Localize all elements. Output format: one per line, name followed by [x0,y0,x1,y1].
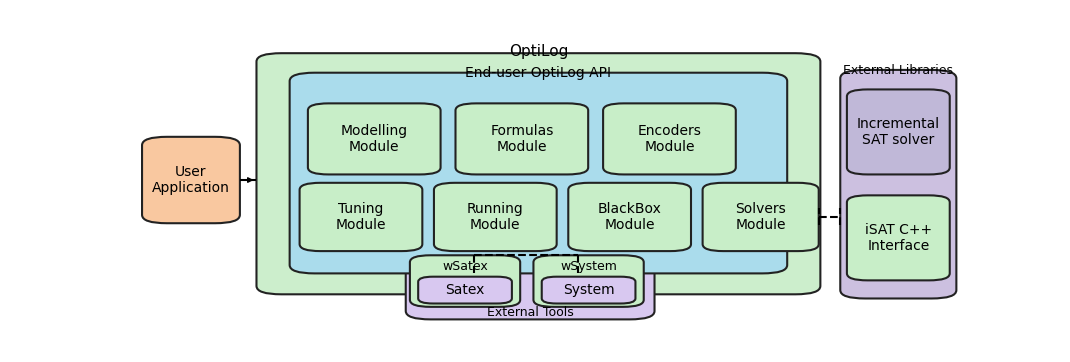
Text: OptiLog: OptiLog [508,44,568,59]
Text: wSatex: wSatex [442,260,488,273]
FancyBboxPatch shape [434,183,556,251]
FancyBboxPatch shape [142,137,240,223]
Text: Running
Module: Running Module [467,202,523,232]
FancyBboxPatch shape [847,195,950,280]
FancyBboxPatch shape [534,255,644,307]
FancyBboxPatch shape [257,53,821,294]
Text: Incremental
SAT solver: Incremental SAT solver [857,117,939,147]
FancyBboxPatch shape [418,277,511,303]
Text: External Libraries: External Libraries [843,64,953,77]
Text: Solvers
Module: Solvers Module [735,202,786,232]
FancyBboxPatch shape [406,258,655,319]
FancyBboxPatch shape [290,73,788,273]
Text: iSAT C++
Interface: iSAT C++ Interface [865,223,932,253]
FancyBboxPatch shape [840,70,957,299]
Text: External Tools: External Tools [487,306,574,319]
Text: User
Application: User Application [152,165,230,195]
FancyBboxPatch shape [541,277,636,303]
FancyBboxPatch shape [308,104,441,174]
FancyBboxPatch shape [847,89,950,174]
FancyBboxPatch shape [603,104,736,174]
FancyBboxPatch shape [300,183,423,251]
Text: BlackBox
Module: BlackBox Module [598,202,661,232]
Text: Satex: Satex [445,283,485,297]
Text: Tuning
Module: Tuning Module [336,202,386,232]
FancyBboxPatch shape [456,104,588,174]
Text: End-user OptiLog API: End-user OptiLog API [465,66,611,80]
Text: Formulas
Module: Formulas Module [490,124,553,154]
Text: System: System [563,283,614,297]
Text: Modelling
Module: Modelling Module [340,124,408,154]
Text: wSystem: wSystem [561,260,617,273]
Text: Encoders
Module: Encoders Module [638,124,701,154]
FancyBboxPatch shape [568,183,691,251]
FancyBboxPatch shape [703,183,819,251]
FancyBboxPatch shape [410,255,520,307]
